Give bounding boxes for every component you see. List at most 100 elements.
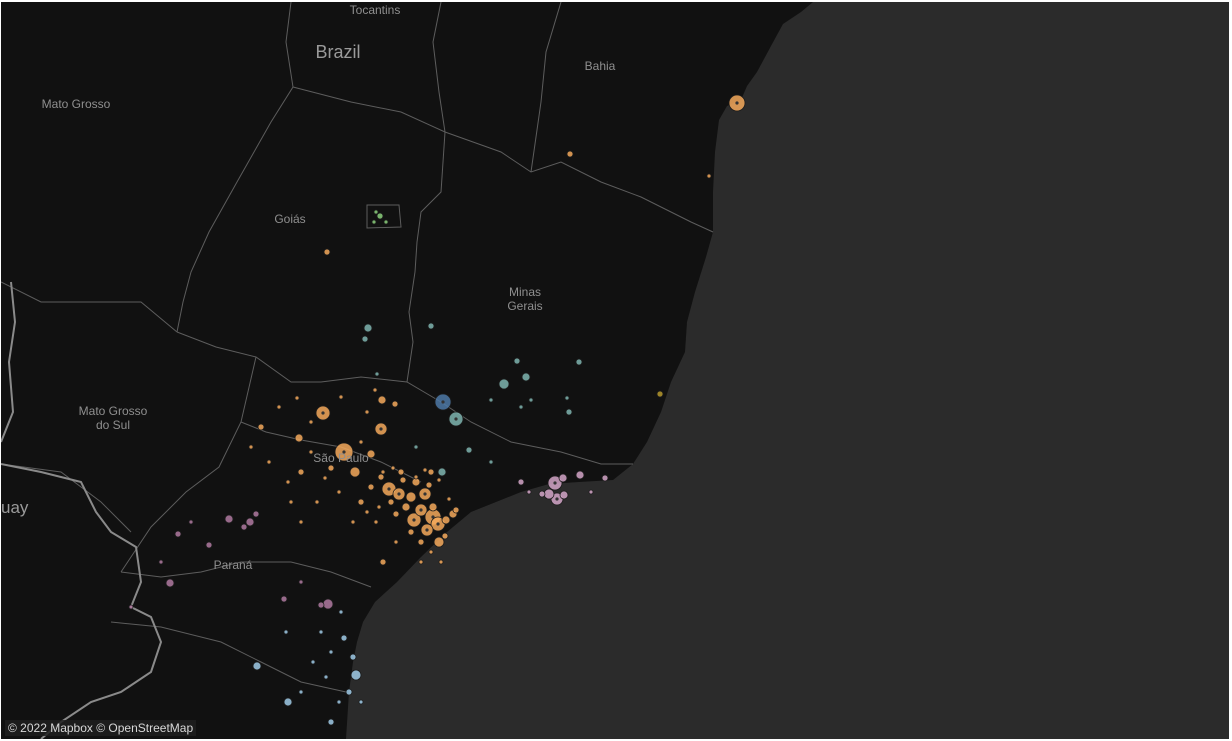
map-marker-orange[interactable] <box>405 491 417 503</box>
map-marker-lightblue[interactable] <box>350 669 362 681</box>
map-marker-orange[interactable] <box>276 404 282 410</box>
map-marker-orange[interactable] <box>446 496 452 502</box>
map-marker-orange[interactable] <box>392 510 400 518</box>
map-marker-purple[interactable] <box>188 519 194 525</box>
map-marker-orange[interactable] <box>322 475 328 481</box>
map-marker-pink[interactable] <box>517 478 525 486</box>
map-marker-pink[interactable] <box>538 490 546 498</box>
map-marker-orange[interactable] <box>428 549 434 555</box>
map-marker-orange[interactable] <box>366 449 376 459</box>
map-marker-purple[interactable] <box>165 578 175 588</box>
map-marker-teal[interactable] <box>363 323 373 333</box>
map-marker-orange[interactable] <box>391 400 399 408</box>
map-marker-orange[interactable] <box>422 467 428 473</box>
map-marker-orange[interactable] <box>413 474 419 480</box>
map-marker-orange[interactable] <box>298 519 304 525</box>
map-marker-green[interactable] <box>376 212 384 220</box>
map-marker-orange[interactable] <box>294 395 300 401</box>
map-marker-purple[interactable] <box>252 510 260 518</box>
map-marker-lightblue[interactable] <box>327 718 335 726</box>
map-marker-teal[interactable] <box>498 378 510 390</box>
map-marker-orange[interactable] <box>288 499 294 505</box>
map-marker-teal[interactable] <box>465 446 473 454</box>
map-marker-orange[interactable] <box>441 515 451 525</box>
map-marker-purple[interactable] <box>322 598 334 610</box>
map-marker-orange[interactable] <box>248 444 254 450</box>
map-marker-purple[interactable] <box>205 541 213 549</box>
map-marker-teal[interactable] <box>513 357 521 365</box>
map-marker-pink[interactable] <box>526 489 532 495</box>
map-marker-orange[interactable] <box>257 423 265 431</box>
map-marker-teal[interactable] <box>564 395 570 401</box>
map-marker-orange[interactable] <box>387 498 395 506</box>
map-marker-purple[interactable] <box>174 530 182 538</box>
map-marker-teal[interactable] <box>437 467 447 477</box>
map-marker-orange[interactable] <box>433 536 445 548</box>
map-marker-lightblue[interactable] <box>336 699 342 705</box>
map-marker-purple[interactable] <box>298 579 304 585</box>
map-marker-teal[interactable] <box>488 459 494 465</box>
map-marker-orange[interactable] <box>338 394 344 400</box>
map-marker-orange[interactable] <box>308 419 314 425</box>
map-marker-orange[interactable] <box>308 449 314 455</box>
map-attribution[interactable]: © 2022 Mapbox © OpenStreetMap <box>5 720 197 736</box>
map-marker-lightblue[interactable] <box>345 688 353 696</box>
map-marker-lightblue[interactable] <box>283 629 289 635</box>
map-marker-orange[interactable] <box>367 483 375 491</box>
map-marker-orange[interactable] <box>358 439 364 445</box>
map-marker-lightblue[interactable] <box>340 634 348 642</box>
map-marker-yellow[interactable] <box>656 390 664 398</box>
map-marker-orange[interactable] <box>350 519 356 525</box>
map-marker-orange[interactable] <box>399 476 407 484</box>
map-marker-lightblue[interactable] <box>252 661 262 671</box>
map-marker-purple[interactable] <box>158 559 164 565</box>
map-marker-lightblue[interactable] <box>298 689 304 695</box>
map-marker-purple[interactable] <box>280 595 288 603</box>
map-marker-teal[interactable] <box>488 397 494 403</box>
map-marker-orange[interactable] <box>294 433 304 443</box>
map-marker-pink[interactable] <box>575 470 585 480</box>
map-marker-orange[interactable] <box>393 539 399 545</box>
map-marker-orange[interactable] <box>379 558 387 566</box>
map-marker-green[interactable] <box>371 219 377 225</box>
map-marker-orange[interactable] <box>377 473 385 481</box>
map-marker-orange[interactable] <box>376 504 382 510</box>
map-marker-pink[interactable] <box>543 488 555 500</box>
map-marker-pink[interactable] <box>559 490 569 500</box>
map-marker-orange[interactable] <box>327 464 335 472</box>
map-marker-orange[interactable] <box>297 468 305 476</box>
map-marker-lightblue[interactable] <box>338 609 344 615</box>
map-marker-purple[interactable] <box>245 517 255 527</box>
map-marker-purple[interactable] <box>224 514 234 524</box>
map-marker-pink[interactable] <box>588 489 594 495</box>
map-marker-green[interactable] <box>373 209 379 215</box>
map-marker-lightblue[interactable] <box>358 699 364 705</box>
map-marker-lightblue[interactable] <box>349 653 357 661</box>
map-marker-purple[interactable] <box>317 601 325 609</box>
map-marker-orange[interactable] <box>401 502 411 512</box>
map-marker-orange[interactable] <box>407 528 415 536</box>
map-marker-orange[interactable] <box>566 150 574 158</box>
map-marker-orange[interactable] <box>323 248 331 256</box>
map-marker-orange[interactable] <box>428 502 438 512</box>
map-marker-orange[interactable] <box>349 466 361 478</box>
map-marker-orange[interactable] <box>377 395 387 405</box>
map-marker-teal[interactable] <box>565 408 573 416</box>
map-marker-orange[interactable] <box>427 468 435 476</box>
map-marker-teal[interactable] <box>374 371 380 377</box>
map-marker-lightblue[interactable] <box>328 649 334 655</box>
map-marker-orange[interactable] <box>285 479 291 485</box>
map-marker-green[interactable] <box>383 219 389 225</box>
map-marker-orange[interactable] <box>706 173 712 179</box>
map-marker-pink[interactable] <box>558 473 568 483</box>
map-marker-orange[interactable] <box>314 499 320 505</box>
map-marker-orange[interactable] <box>425 481 433 489</box>
map-marker-orange[interactable] <box>373 519 379 525</box>
map-marker-orange[interactable] <box>441 532 449 540</box>
map-marker-orange[interactable] <box>266 459 272 465</box>
map-marker-teal[interactable] <box>521 372 531 382</box>
map-marker-teal[interactable] <box>575 358 583 366</box>
map-marker-orange[interactable] <box>436 477 442 483</box>
map-marker-orange[interactable] <box>397 468 405 476</box>
